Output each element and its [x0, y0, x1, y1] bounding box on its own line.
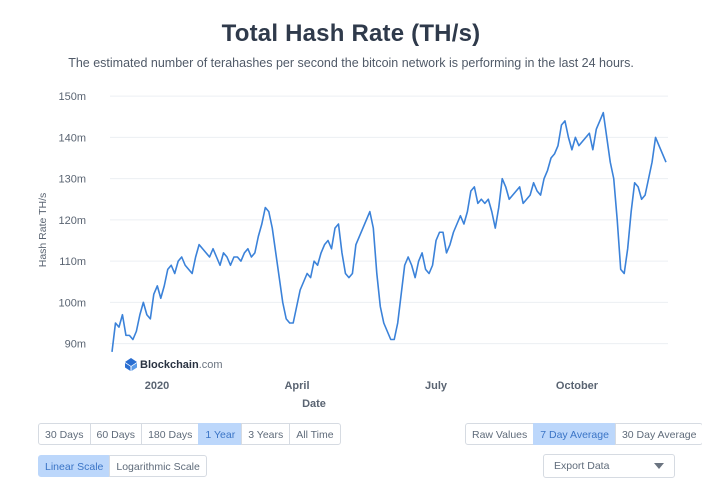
time-range-selector: 30 Days 60 Days 180 Days 1 Year 3 Years All T… [38, 423, 341, 445]
grid-lines [110, 95, 668, 345]
watermark-suffix: .com [199, 359, 223, 371]
hash-rate-chart: 90m 100m 110m 120m 130m 140m 150m 2020 April Jul… [37, 91, 668, 410]
average-selector: Raw Values 7 Day Average 30 Day Average [465, 423, 702, 445]
y-tick-label: 110m [59, 256, 86, 268]
export-data-dropdown[interactable]: Export Data [543, 454, 675, 478]
y-tick-label: 100m [58, 297, 86, 309]
blockchain-watermark: Blockchain.com [125, 358, 223, 371]
y-tick-label: 90m [65, 339, 86, 351]
blockchain-logo-icon [125, 358, 137, 371]
range-3-years-button[interactable]: 3 Years [241, 423, 291, 445]
range-30-days-button[interactable]: 30 Days [38, 423, 91, 445]
chart-subtitle: The estimated number of terahashes per s… [68, 56, 634, 70]
scale-linear-scale-button[interactable]: Linear Scale [38, 455, 111, 477]
x-tick-label: April [284, 380, 309, 392]
y-tick-label: 120m [58, 215, 86, 227]
x-axis-label: Date [302, 398, 326, 410]
x-tick-label: July [425, 380, 448, 392]
series-line-hash-rate [111, 111, 667, 352]
average-raw-values-button[interactable]: Raw Values [465, 423, 535, 445]
y-tick-label: 140m [58, 132, 86, 144]
scale-selector: Linear Scale Logarithmic Scale [38, 455, 207, 477]
chart-title: Total Hash Rate (TH/s) [221, 20, 481, 47]
range-1-year-button[interactable]: 1 Year [198, 423, 243, 445]
svg-text:Blockchain.com: Blockchain.com [140, 359, 223, 371]
scale-logarithmic-scale-button[interactable]: Logarithmic Scale [109, 455, 207, 477]
range-all-time-button[interactable]: All Time [289, 423, 341, 445]
y-axis-ticks: 90m 100m 110m 120m 130m 140m 150m [58, 91, 86, 351]
x-axis-ticks: 2020 April July October [145, 380, 599, 392]
y-axis-label: Hash Rate TH/s [37, 193, 49, 268]
range-180-days-button[interactable]: 180 Days [141, 423, 200, 445]
range-60-days-button[interactable]: 60 Days [89, 423, 143, 445]
watermark-brand: Blockchain [140, 359, 199, 371]
average-7-day-average-button[interactable]: 7 Day Average [533, 423, 616, 445]
y-tick-label: 130m [58, 174, 86, 186]
y-tick-label: 150m [58, 91, 86, 103]
x-tick-label: 2020 [145, 380, 169, 392]
x-tick-label: October [556, 380, 599, 392]
export-data-label: Export Data [554, 460, 610, 472]
average-30-day-average-button[interactable]: 30 Day Average [614, 423, 702, 445]
chevron-down-icon [654, 463, 664, 469]
